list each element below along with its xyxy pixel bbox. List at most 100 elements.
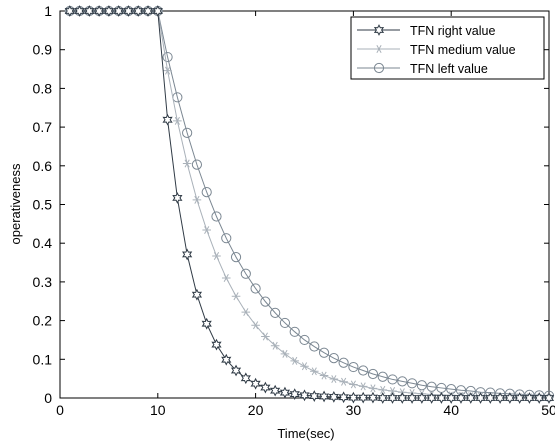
y-tick-label: 1: [44, 3, 52, 19]
data-point: [250, 283, 261, 294]
data-point: [64, 5, 75, 17]
data-point: [416, 380, 427, 391]
data-point: [367, 368, 379, 380]
data-point: [241, 308, 251, 317]
data-point: [251, 321, 260, 330]
data-point: [221, 274, 231, 283]
data-point: [318, 347, 330, 358]
data-point: [94, 5, 105, 17]
data-point: [211, 211, 222, 222]
data-point: [270, 307, 281, 318]
legend-entry-label: TFN right value: [410, 24, 495, 38]
data-point: [191, 288, 203, 301]
data-point: [378, 385, 388, 394]
data-point: [123, 5, 134, 17]
data-point: [543, 392, 555, 404]
y-tick-label: 0.8: [33, 80, 53, 96]
data-point: [113, 5, 124, 17]
data-point: [524, 392, 535, 404]
data-point: [74, 5, 85, 17]
y-tick-label: 0.2: [33, 313, 53, 329]
data-point: [182, 248, 193, 261]
data-point: [328, 353, 339, 364]
x-tick-label: 10: [150, 402, 166, 418]
data-point: [279, 386, 291, 399]
legend-entry-label: TFN left value: [410, 62, 488, 76]
legend-entry-label: TFN medium value: [410, 43, 516, 57]
data-point: [514, 392, 525, 404]
data-point: [300, 362, 309, 371]
data-point: [84, 5, 95, 17]
data-point: [270, 341, 280, 350]
data-point: [349, 380, 358, 389]
data-point: [406, 378, 418, 389]
data-point: [465, 392, 476, 404]
data-point: [270, 384, 281, 397]
x-tick-label: 30: [346, 402, 362, 418]
data-point: [163, 66, 172, 75]
data-point: [191, 159, 203, 170]
y-tick-label: 0.4: [33, 235, 53, 251]
data-point: [201, 317, 212, 330]
data-point: [416, 392, 427, 404]
data-point: [162, 51, 173, 63]
data-point: [309, 367, 319, 376]
data-point: [142, 5, 154, 17]
x-tick-label: 40: [443, 402, 459, 418]
data-point: [173, 116, 182, 125]
data-point: [388, 387, 397, 396]
data-point: [377, 392, 388, 404]
data-point: [280, 349, 290, 358]
y-tick-label: 0.1: [33, 351, 53, 367]
data-point: [162, 113, 173, 126]
data-point: [290, 356, 300, 365]
data-point: [368, 384, 378, 393]
legend-marker: [374, 45, 384, 53]
data-point: [338, 357, 349, 368]
x-tick-label: 50: [541, 402, 555, 418]
data-point: [309, 390, 320, 402]
legend-marker: [373, 24, 385, 36]
data-point: [339, 377, 348, 386]
data-point: [299, 389, 310, 402]
data-point: [103, 5, 115, 17]
data-point: [348, 391, 359, 404]
data-point: [221, 353, 232, 366]
data-point: [152, 5, 163, 17]
x-axis-label: Time(sec): [277, 426, 334, 441]
data-point: [426, 381, 437, 392]
series-0: [64, 5, 555, 404]
y-axis-label: operativeness: [8, 163, 23, 244]
y-tick-label: 0.6: [33, 158, 53, 174]
data-point: [534, 392, 545, 404]
data-point: [201, 187, 212, 198]
data-point: [328, 390, 339, 403]
data-point: [406, 392, 418, 404]
y-tick-label: 0.7: [33, 119, 53, 135]
data-point: [494, 392, 506, 404]
data-point: [485, 392, 496, 404]
data-point: [436, 392, 447, 404]
data-point: [387, 392, 398, 404]
data-point: [318, 390, 330, 403]
data-point: [397, 392, 408, 404]
data-point: [212, 251, 221, 260]
data-point: [319, 371, 329, 380]
data-point: [250, 377, 261, 390]
y-tick-label: 0.9: [33, 42, 53, 58]
data-point: [260, 381, 271, 394]
data-point: [289, 326, 300, 337]
series-layer: [64, 5, 555, 404]
data-point: [387, 374, 398, 385]
data-point: [299, 334, 310, 346]
y-tick-label: 0.3: [33, 274, 53, 290]
data-point: [358, 391, 369, 404]
y-tick-label: 0: [44, 390, 52, 406]
data-point: [260, 296, 271, 307]
data-point: [475, 392, 486, 404]
data-point: [446, 392, 457, 404]
x-tick-label: 0: [56, 402, 64, 418]
data-point: [133, 5, 144, 17]
data-point: [329, 375, 339, 384]
